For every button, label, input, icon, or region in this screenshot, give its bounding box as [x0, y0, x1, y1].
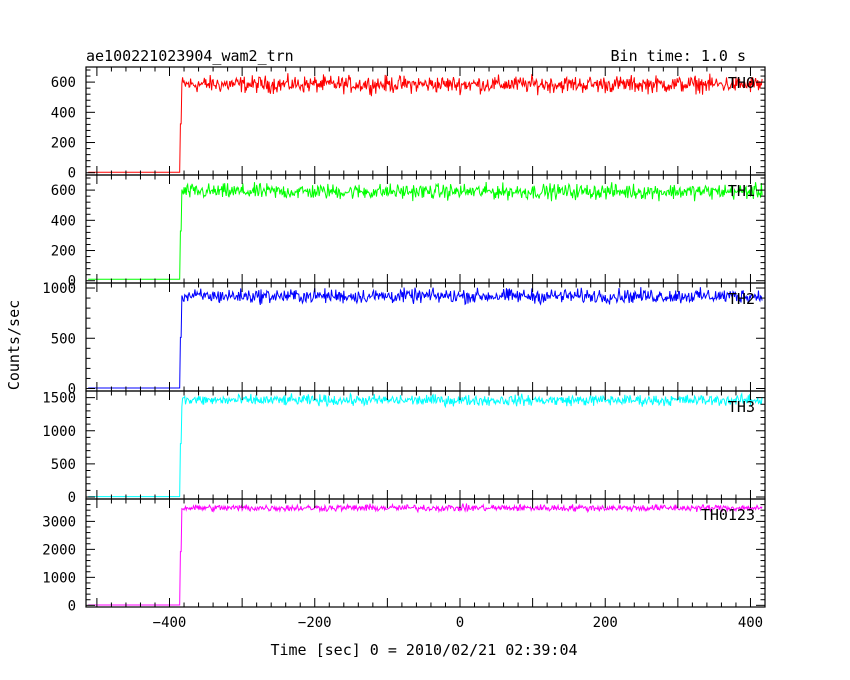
y-tick-label: 0 [68, 274, 76, 290]
y-tick-label: 400 [51, 213, 76, 229]
y-tick-label: 1500 [42, 391, 76, 407]
y-tick-label: 600 [51, 183, 76, 199]
panel-th0123: 0 1000 2000 3000 TH0123 [42, 498, 766, 614]
series-line-th2 [88, 287, 763, 389]
series-line-th3 [88, 392, 763, 498]
panels-group: 0 200 400 600 TH0 0 200 400 600 TH1 0 500 1000 TH2 0 50… [42, 66, 766, 631]
x-tick-label: 400 [738, 615, 763, 631]
x-axis-label: Time [sec] 0 = 2010/02/21 02:39:04 [270, 641, 577, 659]
series-line-th0123 [88, 502, 763, 606]
y-tick-label: 200 [51, 244, 76, 260]
panel-th3: 0 500 1000 1500 TH3 [42, 390, 766, 506]
y-tick-label: 400 [51, 105, 76, 121]
panel-frame [85, 390, 766, 500]
y-tick-label: 0 [68, 598, 76, 614]
y-tick-label: 0 [68, 166, 76, 182]
y-tick-label: 3000 [42, 514, 76, 530]
y-tick-label: 500 [51, 457, 76, 473]
series-line-th1 [88, 182, 763, 280]
y-tick-label: 1000 [42, 570, 76, 586]
x-tick-label: 0 [456, 615, 464, 631]
x-tick-label: 200 [593, 615, 618, 631]
x-tick-label: −400 [153, 615, 187, 631]
x-tick-label: −200 [298, 615, 332, 631]
panel-th2: 0 500 1000 TH2 [42, 281, 766, 397]
panel-label-th0: TH0 [728, 74, 755, 92]
y-tick-label: 1000 [42, 281, 76, 297]
y-tick-label: 1000 [42, 424, 76, 440]
y-axis-label: Counts/sec [5, 300, 23, 390]
panel-th0: 0 200 400 600 TH0 [51, 66, 766, 182]
panel-label-th0123: TH0123 [701, 506, 755, 524]
y-tick-label: 200 [51, 136, 76, 152]
panel-label-th1: TH1 [728, 182, 755, 200]
y-tick-label: 0 [68, 381, 76, 397]
bin-time-label: Bin time: 1.0 s [611, 47, 746, 65]
chart-title: ae100221023904_wam2_trn [86, 47, 294, 65]
panel-frame [85, 498, 766, 608]
series-line-th0 [88, 73, 763, 173]
y-tick-label: 2000 [42, 542, 76, 558]
y-tick-label: 0 [68, 490, 76, 506]
y-tick-label: 500 [51, 331, 76, 347]
panel-label-th3: TH3 [728, 398, 755, 416]
panel-th1: 0 200 400 600 TH1 [51, 174, 766, 290]
y-tick-label: 600 [51, 75, 76, 91]
panel-label-th2: TH2 [728, 290, 755, 308]
